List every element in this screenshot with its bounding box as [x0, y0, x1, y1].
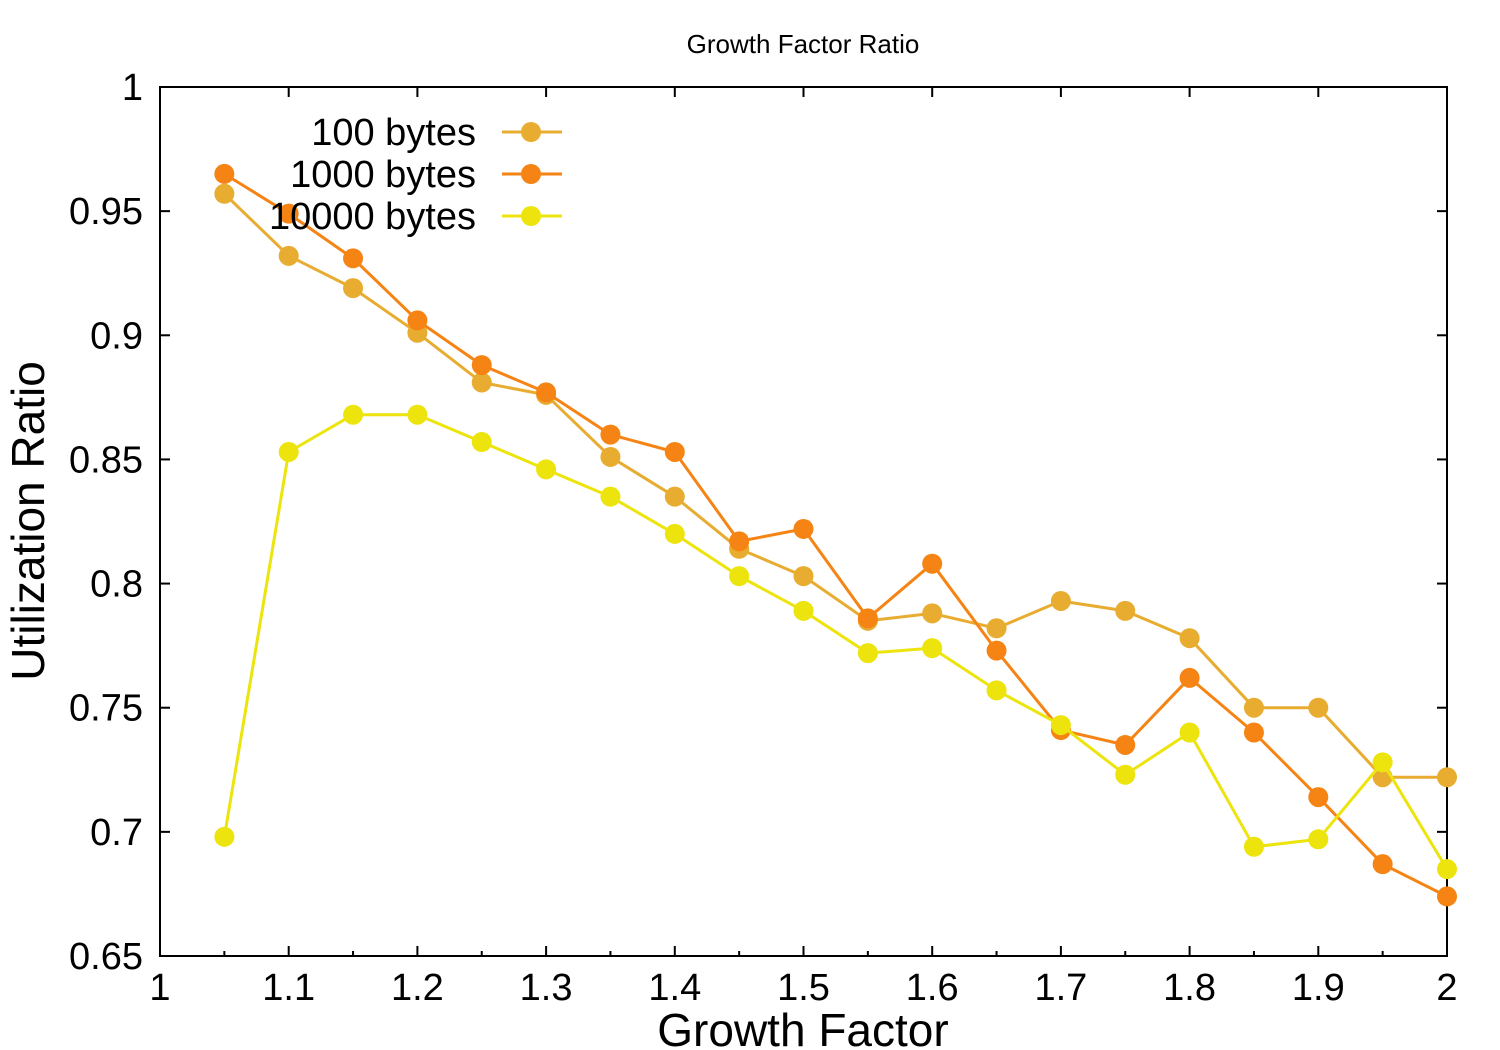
- data-point: [986, 618, 1007, 639]
- data-point: [1179, 722, 1200, 743]
- x-tick-label: 1: [149, 967, 170, 1009]
- y-tick-label: 0.95: [69, 191, 143, 233]
- y-tick-label: 0.65: [69, 936, 143, 978]
- data-point: [922, 603, 943, 624]
- data-point: [986, 680, 1007, 701]
- data-point: [1437, 767, 1457, 788]
- series-line: [223, 192, 1447, 779]
- legend-label: 1000 bytes: [290, 154, 476, 196]
- data-point: [1437, 859, 1457, 880]
- data-point: [1115, 734, 1136, 755]
- x-axis-label: Growth Factor: [657, 1004, 948, 1050]
- x-tick-label: 1.6: [906, 967, 959, 1009]
- data-point: [536, 459, 557, 480]
- plot-frame: [159, 86, 1448, 957]
- data-point: [471, 432, 492, 453]
- x-tick-label: 1.2: [391, 967, 444, 1009]
- data-point: [857, 643, 878, 664]
- data-point: [600, 446, 621, 467]
- x-tick-label: 1.7: [1034, 967, 1087, 1009]
- data-point: [1437, 886, 1457, 907]
- data-point: [664, 523, 685, 544]
- data-point: [1050, 715, 1071, 736]
- series-2: [214, 163, 1457, 907]
- data-point: [922, 638, 943, 659]
- x-tick-label: 1.5: [777, 967, 830, 1009]
- data-point: [471, 355, 492, 376]
- series-line: [223, 172, 1448, 898]
- chart-title: Growth Factor Ratio: [687, 29, 920, 59]
- data-point: [1243, 697, 1264, 718]
- data-point: [729, 566, 750, 587]
- data-point: [343, 404, 364, 425]
- data-point: [343, 278, 364, 299]
- data-point: [1115, 600, 1136, 621]
- y-tick-label: 0.75: [69, 688, 143, 730]
- data-point: [278, 203, 299, 224]
- data-point: [857, 608, 878, 629]
- y-tick-label: 0.9: [90, 315, 143, 357]
- data-point: [471, 372, 492, 393]
- data-point: [1179, 667, 1200, 688]
- y-tick-label: 0.85: [69, 439, 143, 481]
- data-point: [343, 248, 364, 269]
- series-layer: [214, 163, 1457, 907]
- x-tick-label: 1.8: [1163, 967, 1216, 1009]
- x-tick-label: 2: [1436, 967, 1457, 1009]
- data-point: [407, 310, 428, 331]
- data-point: [793, 566, 814, 587]
- data-point: [729, 531, 750, 552]
- data-point: [214, 826, 235, 847]
- legend-label: 10000 bytes: [269, 196, 476, 238]
- data-point: [1308, 697, 1329, 718]
- legend-swatch-point: [521, 164, 541, 184]
- data-point: [1050, 590, 1071, 611]
- axis-ticks: 1 1.1 1.2 1.3 1.4 1.5 1.6 1.7 1.8 1.9 2 0.65 0.7 0.75…: [69, 67, 1458, 1009]
- y-tick-label: 0.8: [90, 564, 143, 606]
- data-point: [1308, 787, 1329, 808]
- data-point: [1243, 722, 1264, 743]
- legend-swatch-point: [521, 122, 541, 142]
- data-point: [1372, 854, 1393, 875]
- legend-swatch-point: [521, 206, 541, 226]
- data-point: [986, 640, 1007, 661]
- data-point: [793, 600, 814, 621]
- data-point: [1243, 836, 1264, 857]
- series-1: [214, 183, 1457, 788]
- data-point: [922, 553, 943, 574]
- data-point: [664, 441, 685, 462]
- y-tick-label: 1: [122, 67, 143, 109]
- data-point: [278, 441, 299, 462]
- data-point: [664, 486, 685, 507]
- data-point: [214, 163, 235, 184]
- data-point: [600, 424, 621, 445]
- data-point: [278, 245, 299, 266]
- data-point: [1179, 628, 1200, 649]
- x-tick-label: 1.1: [262, 967, 315, 1009]
- y-tick-label: 0.7: [90, 812, 143, 854]
- series-line: [222, 413, 1449, 870]
- series-3: [214, 404, 1457, 880]
- x-tick-label: 1.4: [648, 967, 701, 1009]
- x-tick-label: 1.9: [1292, 967, 1345, 1009]
- x-tick-label: 1.3: [520, 967, 573, 1009]
- data-point: [600, 486, 621, 507]
- data-point: [214, 183, 235, 204]
- y-axis-label: Utilization Ratio: [2, 361, 54, 681]
- data-point: [407, 404, 428, 425]
- data-point: [1372, 752, 1393, 773]
- legend-label: 100 bytes: [311, 112, 476, 154]
- data-point: [1308, 829, 1329, 850]
- data-point: [1115, 764, 1136, 785]
- data-point: [536, 382, 557, 403]
- data-point: [793, 518, 814, 539]
